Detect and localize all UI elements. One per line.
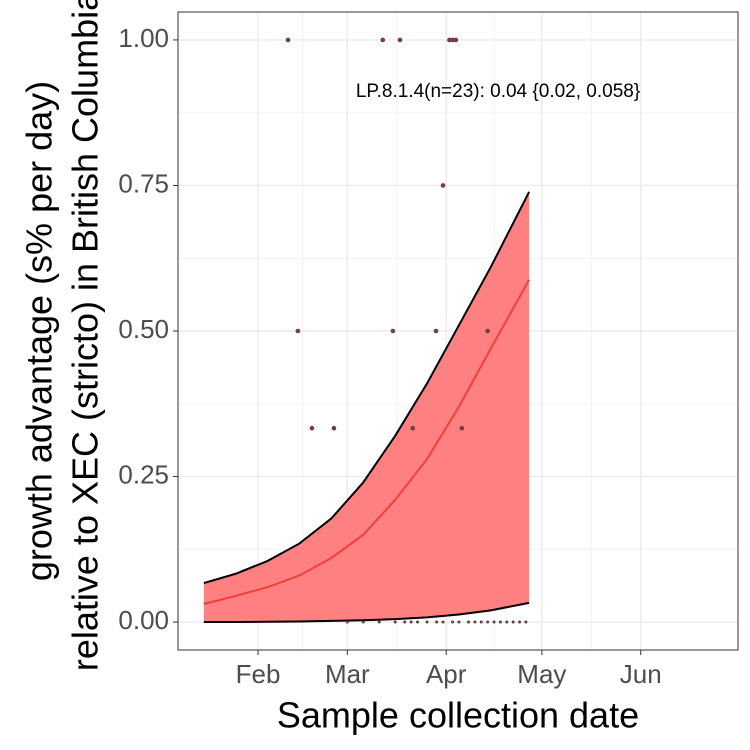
marks bbox=[203, 37, 531, 624]
upper-bound-line bbox=[203, 191, 531, 585]
x-axis-title: Sample collection date bbox=[277, 695, 639, 736]
y-axis-title: growth advantage (s% per day) bbox=[19, 81, 60, 581]
confidence-band bbox=[203, 191, 530, 623]
data-point bbox=[331, 425, 337, 431]
y-tick-label: 0.50 bbox=[118, 314, 169, 344]
x-tick-label: Mar bbox=[325, 659, 370, 689]
data-point bbox=[380, 37, 386, 43]
data-point bbox=[285, 37, 291, 43]
annotation: LP.8.1.4(n=23): 0.04 {0.02, 0.058} bbox=[356, 81, 640, 102]
data-point bbox=[498, 620, 502, 624]
data-point bbox=[492, 620, 496, 624]
data-point bbox=[453, 37, 459, 43]
data-point bbox=[451, 620, 455, 624]
data-point bbox=[505, 620, 509, 624]
x-tick-label: Apr bbox=[426, 659, 467, 689]
data-point bbox=[440, 183, 446, 188]
y-axis-title: relative to XEC (stricto) in British Col… bbox=[65, 0, 106, 671]
data-point bbox=[467, 620, 471, 624]
data-point bbox=[377, 620, 381, 624]
data-point bbox=[473, 620, 477, 624]
data-point bbox=[435, 620, 439, 624]
data-point bbox=[390, 328, 396, 334]
data-point bbox=[457, 620, 461, 624]
y-tick-label: 0.25 bbox=[118, 459, 169, 489]
data-point bbox=[409, 620, 413, 624]
data-point bbox=[397, 37, 403, 43]
data-point bbox=[524, 620, 528, 624]
data-point bbox=[433, 328, 439, 334]
data-point bbox=[295, 328, 301, 334]
data-point bbox=[511, 620, 515, 624]
data-point bbox=[486, 620, 490, 624]
data-point bbox=[403, 620, 407, 624]
data-point bbox=[309, 425, 315, 431]
data-point bbox=[393, 620, 397, 624]
data-point bbox=[459, 425, 465, 431]
data-point bbox=[441, 620, 445, 624]
data-point bbox=[415, 620, 419, 624]
y-tick-label: 1.00 bbox=[118, 23, 169, 53]
data-point bbox=[345, 620, 349, 624]
x-tick-label: Feb bbox=[236, 659, 281, 689]
data-point bbox=[485, 328, 490, 334]
lower-bound-line bbox=[203, 601, 530, 624]
data-point bbox=[479, 620, 483, 624]
x-tick-label: May bbox=[517, 659, 566, 689]
data-point bbox=[425, 620, 429, 624]
fit-line bbox=[203, 279, 530, 605]
x-tick-label: Jun bbox=[620, 659, 662, 689]
data-point bbox=[410, 425, 416, 431]
data-point bbox=[518, 620, 522, 624]
y-tick-label: 0.00 bbox=[118, 605, 169, 635]
y-tick-label: 0.75 bbox=[118, 168, 169, 198]
data-point bbox=[361, 620, 365, 624]
